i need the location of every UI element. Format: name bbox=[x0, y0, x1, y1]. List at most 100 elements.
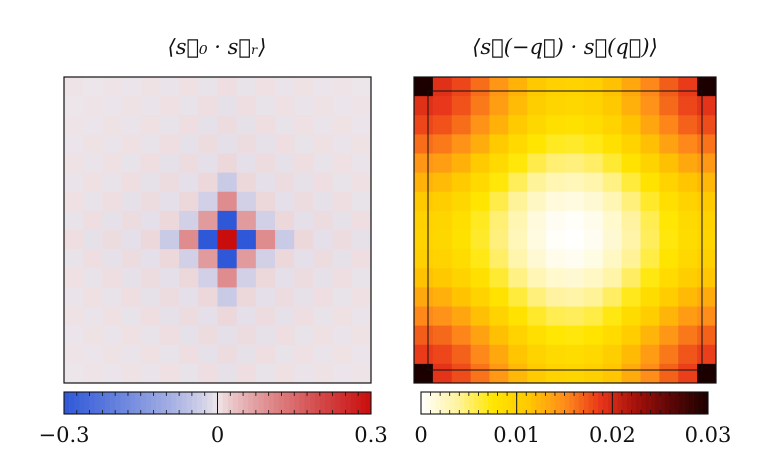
heatmap-cell bbox=[313, 134, 334, 154]
heatmap-cell bbox=[294, 191, 314, 212]
heatmap-cell bbox=[121, 172, 142, 193]
colorbar-segment bbox=[626, 392, 632, 414]
heatmap-cell bbox=[332, 344, 353, 365]
heatmap-cell bbox=[159, 268, 180, 288]
heatmap-cell bbox=[546, 210, 566, 231]
heatmap-cell bbox=[102, 153, 122, 174]
colorbar-segment bbox=[507, 392, 513, 414]
heatmap-cell bbox=[332, 230, 353, 250]
colorbar-segment bbox=[248, 392, 254, 414]
colorbar-tick-label: 0.01 bbox=[493, 423, 540, 447]
left-colorbar bbox=[63, 391, 372, 415]
heatmap-cell bbox=[432, 77, 453, 97]
heatmap-cell bbox=[217, 287, 238, 307]
heatmap-cell bbox=[414, 153, 434, 174]
heatmap-cell bbox=[678, 115, 698, 135]
heatmap-cell bbox=[451, 134, 472, 154]
colorbar-segment bbox=[156, 392, 162, 414]
heatmap-cell bbox=[602, 287, 623, 307]
colorbar-segment bbox=[564, 392, 570, 414]
heatmap-cell bbox=[659, 153, 679, 174]
heatmap-cell bbox=[527, 210, 547, 231]
heatmap-cell bbox=[659, 191, 679, 212]
heatmap-cell bbox=[546, 363, 566, 384]
heatmap-cell bbox=[697, 230, 717, 250]
colorbar-tick-label: −0.3 bbox=[39, 423, 90, 447]
heatmap-cell bbox=[198, 134, 218, 154]
heatmap-cell bbox=[451, 306, 472, 327]
heatmap-cell bbox=[275, 306, 295, 327]
heatmap-cell bbox=[179, 363, 199, 384]
heatmap-cell bbox=[451, 210, 472, 231]
heatmap-cell bbox=[275, 268, 295, 288]
colorbar-segment bbox=[324, 392, 331, 414]
heatmap-cell bbox=[159, 249, 180, 269]
heatmap-cell bbox=[198, 153, 218, 174]
heatmap-cell bbox=[64, 287, 84, 307]
heatmap-cell bbox=[179, 287, 199, 307]
heatmap-cell bbox=[414, 344, 434, 365]
heatmap-cell bbox=[621, 325, 641, 346]
heatmap-cell bbox=[414, 306, 434, 327]
colorbar-segment bbox=[104, 392, 111, 414]
colorbar-segment bbox=[232, 392, 239, 414]
heatmap-cell bbox=[697, 287, 717, 307]
heatmap-cell bbox=[546, 134, 566, 154]
heatmap-cell bbox=[432, 153, 453, 174]
heatmap-cell bbox=[640, 210, 660, 231]
heatmap-cell bbox=[236, 77, 257, 97]
heatmap-cell bbox=[255, 325, 276, 346]
heatmap-cell bbox=[508, 153, 528, 174]
heatmap-cell bbox=[159, 77, 180, 97]
heatmap-cell bbox=[432, 363, 453, 384]
heatmap-cell bbox=[621, 210, 641, 231]
heatmap-cell bbox=[432, 134, 453, 154]
heatmap-cell bbox=[159, 325, 180, 346]
colorbar-segment bbox=[222, 392, 229, 414]
heatmap-cell bbox=[217, 191, 238, 212]
heatmap-cell bbox=[602, 191, 623, 212]
heatmap-cell bbox=[275, 77, 295, 97]
heatmap-cell bbox=[102, 325, 122, 346]
heatmap-cell bbox=[451, 115, 472, 135]
heatmap-cell bbox=[64, 325, 84, 346]
heatmap-cell bbox=[432, 191, 453, 212]
heatmap-cell bbox=[121, 325, 142, 346]
colorbar-segment bbox=[559, 392, 565, 414]
heatmap-cell bbox=[198, 172, 218, 193]
heatmap-cell bbox=[217, 344, 238, 365]
heatmap-cell bbox=[179, 96, 199, 116]
heatmap-cell bbox=[640, 287, 660, 307]
heatmap-cell bbox=[83, 230, 103, 250]
heatmap-cell bbox=[470, 77, 490, 97]
heatmap-cell bbox=[640, 134, 660, 154]
heatmap-cell bbox=[332, 191, 353, 212]
heatmap-cell bbox=[236, 363, 257, 384]
heatmap-cell bbox=[351, 96, 372, 116]
heatmap-cell bbox=[351, 153, 372, 174]
heatmap-cell bbox=[198, 249, 218, 269]
heatmap-cell bbox=[102, 306, 122, 327]
heatmap-cell bbox=[313, 191, 334, 212]
heatmap-cell bbox=[255, 268, 276, 288]
colorbar-segment bbox=[79, 392, 85, 414]
heatmap-cell bbox=[102, 210, 122, 231]
heatmap-cell bbox=[678, 96, 698, 116]
heatmap-cell bbox=[678, 230, 698, 250]
heatmap-cell bbox=[332, 249, 353, 269]
heatmap-cell bbox=[489, 191, 509, 212]
heatmap-cell bbox=[489, 210, 509, 231]
heatmap-cell bbox=[313, 172, 334, 193]
heatmap-cell bbox=[583, 344, 604, 365]
heatmap-cell bbox=[432, 268, 453, 288]
colorbar-segment bbox=[135, 392, 142, 414]
heatmap-cell bbox=[451, 344, 472, 365]
heatmap-cell bbox=[470, 325, 490, 346]
heatmap-cell bbox=[121, 153, 142, 174]
heatmap-cell bbox=[294, 344, 314, 365]
heatmap-cell bbox=[102, 96, 122, 116]
heatmap-cell bbox=[64, 134, 84, 154]
colorbar-segment bbox=[294, 392, 300, 414]
real-space-correlation-heatmap bbox=[64, 77, 372, 384]
heatmap-cell bbox=[198, 325, 218, 346]
